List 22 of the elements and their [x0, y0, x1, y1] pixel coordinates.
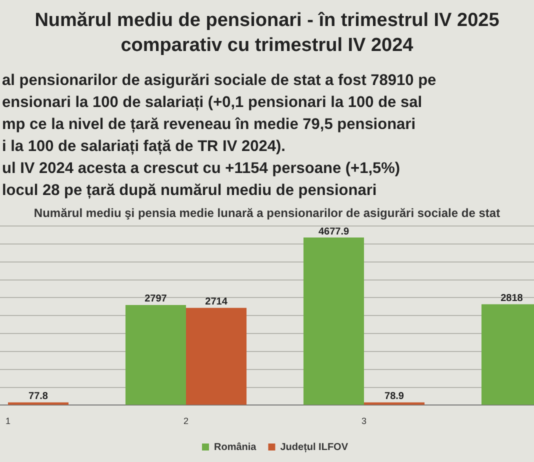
x-tick-label: 2	[183, 416, 189, 426]
chart-title: Numărul mediu de pensionari - în trimestrul IV 2025 comparativ cu trimestrul IV 2024	[34, 9, 500, 58]
x-tick-label: 3	[361, 416, 367, 426]
text: mp ce la nivel de țară reveneau în medie 79,5 pensionari	[2, 115, 417, 135]
text: al pensionarilor de asigurări sociale de stat a fost 78910 pe	[2, 71, 438, 91]
text: i la 100 de salariați față de TR IV 2024).	[2, 137, 286, 157]
data-label: 2797	[144, 294, 168, 305]
text: ul IV 2024 acesta a crescut cu +1154 persoane (+1,5%)	[2, 159, 402, 179]
text: ensionari la 100 de salariați (+0,1 pensionari la 100 de sal	[2, 93, 424, 113]
text: locul 28 pe țară după numărul mediu de pensionari	[2, 181, 378, 201]
legend-label: România	[214, 442, 257, 453]
legend-label: Județul ILFOV	[280, 442, 348, 453]
data-label: 2714	[205, 296, 228, 308]
data-label: 77.8	[28, 391, 48, 402]
bar	[186, 308, 247, 405]
bar	[303, 238, 364, 405]
x-tick-label: 1	[5, 416, 11, 426]
chart-subtitle: Numărul mediu şi pensia medie lunară a pensionarilor de asigurări sociale de stat	[32, 206, 502, 220]
data-label: 78.9	[384, 391, 404, 402]
data-label: 4677.9	[318, 226, 350, 238]
bar	[125, 304, 186, 405]
data-label: 2818	[500, 292, 524, 304]
